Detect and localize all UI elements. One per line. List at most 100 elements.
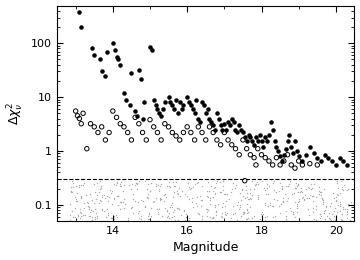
Point	[328, 201, 334, 205]
Point	[246, 197, 251, 201]
Point	[311, 217, 316, 221]
Point	[281, 159, 287, 163]
Point	[302, 198, 307, 202]
Point	[344, 209, 350, 213]
Point	[197, 120, 203, 124]
Point	[145, 182, 150, 186]
Point	[235, 200, 241, 204]
Point	[289, 192, 295, 196]
Point	[133, 181, 139, 185]
Point	[266, 184, 272, 188]
Point	[258, 139, 264, 144]
Point	[296, 154, 302, 158]
Point	[258, 153, 264, 157]
Point	[168, 203, 174, 207]
Point	[136, 179, 141, 183]
Point	[152, 199, 157, 203]
Point	[246, 133, 251, 137]
Point	[220, 205, 225, 209]
Point	[305, 185, 311, 189]
Point	[294, 205, 300, 210]
Point	[147, 189, 153, 193]
Point	[264, 182, 270, 186]
Point	[226, 197, 232, 202]
Point	[177, 100, 183, 104]
Point	[93, 211, 99, 215]
Point	[335, 186, 341, 190]
Point	[143, 138, 149, 142]
Point	[340, 207, 346, 211]
Point	[338, 217, 344, 221]
Point	[278, 181, 283, 185]
Point	[326, 216, 332, 220]
Point	[307, 193, 313, 197]
Point	[232, 186, 238, 191]
Point	[130, 211, 136, 215]
Point	[264, 220, 269, 225]
Point	[253, 163, 259, 167]
Point	[139, 216, 144, 220]
Point	[231, 219, 237, 224]
Point	[148, 189, 153, 193]
Point	[157, 196, 163, 200]
Point	[234, 203, 240, 207]
Point	[146, 212, 152, 216]
Point	[208, 120, 214, 124]
Point	[151, 219, 157, 223]
Point	[72, 206, 78, 210]
Point	[244, 202, 249, 206]
Point	[249, 193, 255, 197]
Point	[114, 193, 120, 198]
Point	[338, 200, 343, 204]
Point	[68, 190, 74, 194]
Point	[334, 210, 340, 214]
Point	[331, 214, 337, 219]
Point	[132, 183, 138, 187]
Point	[199, 131, 205, 135]
Point	[306, 186, 312, 190]
Point	[189, 200, 195, 204]
Point	[144, 195, 150, 199]
Point	[125, 131, 131, 135]
Point	[112, 48, 118, 52]
Point	[195, 180, 201, 184]
Point	[221, 201, 226, 205]
Point	[287, 179, 292, 184]
Point	[247, 196, 253, 200]
Point	[171, 214, 177, 218]
Point	[244, 206, 250, 211]
Point	[71, 220, 77, 224]
Point	[84, 147, 90, 151]
Point	[313, 204, 319, 209]
Point	[120, 189, 125, 193]
Point	[87, 213, 93, 218]
Point	[158, 138, 164, 142]
Point	[194, 204, 199, 208]
Point	[106, 194, 112, 199]
Point	[293, 181, 299, 185]
Point	[181, 131, 186, 135]
Point	[169, 204, 175, 209]
Point	[247, 205, 253, 209]
Point	[111, 197, 117, 201]
Point	[89, 221, 95, 225]
Point	[86, 205, 92, 209]
Point	[151, 98, 157, 102]
Point	[296, 200, 301, 204]
Point	[242, 196, 248, 200]
Point	[111, 196, 117, 200]
Point	[156, 187, 162, 191]
Point	[184, 125, 190, 129]
Point	[339, 212, 345, 216]
Point	[218, 190, 224, 194]
Point	[184, 212, 189, 216]
Point	[283, 217, 289, 221]
Point	[92, 215, 98, 219]
Point	[178, 213, 184, 217]
Point	[73, 199, 78, 203]
Point	[213, 213, 219, 217]
Point	[80, 183, 86, 187]
Point	[240, 210, 246, 214]
Point	[134, 182, 140, 186]
Point	[181, 209, 186, 213]
